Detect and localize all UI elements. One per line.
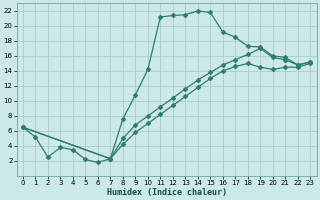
X-axis label: Humidex (Indice chaleur): Humidex (Indice chaleur) — [107, 188, 227, 197]
